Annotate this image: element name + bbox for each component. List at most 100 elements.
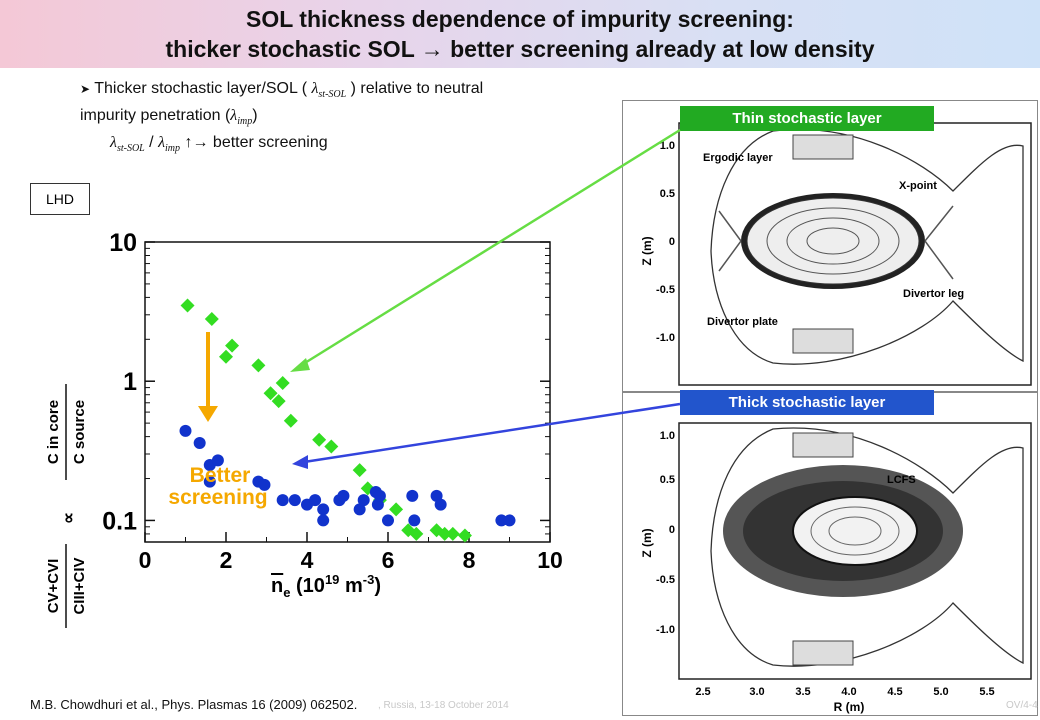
svg-text:3.5: 3.5 — [795, 686, 810, 698]
data-point-diamond — [219, 349, 233, 364]
data-point-circle — [288, 494, 301, 507]
data-point-diamond — [445, 526, 460, 541]
coil-top — [792, 134, 854, 160]
xpoint-label: X-point — [899, 180, 937, 192]
data-point-circle — [382, 514, 394, 527]
bullet-text-b: ) relative to neutral — [350, 80, 484, 97]
data-point-circle — [203, 475, 216, 488]
svg-text:5.5: 5.5 — [979, 686, 994, 698]
svg-text:0.5: 0.5 — [660, 474, 675, 486]
divertor-leg-label: Divertor leg — [903, 288, 964, 300]
thick-layer-tag: Thick stochastic layer — [680, 390, 934, 415]
data-point-circle — [353, 503, 366, 516]
x-tick-label: 10 — [537, 547, 563, 573]
svg-text:0: 0 — [669, 524, 675, 536]
lambda-imp: λimp — [230, 107, 253, 128]
thin-layer-tag: Thin stochastic layer — [680, 106, 934, 131]
data-point-diamond — [437, 526, 452, 541]
title-bar — [0, 0, 1040, 68]
coil-bottom — [792, 328, 854, 354]
ylabel-prop: ∝ — [59, 512, 78, 524]
ylabel-bot-num: CV+CVI — [45, 559, 62, 614]
data-point-diamond — [225, 338, 240, 353]
scatter-chart: 10 1 0.1 0 2 4 6 8 10 C in core C source ∝ CV+C… — [45, 229, 563, 628]
svg-text:5.0: 5.0 — [933, 686, 948, 698]
rticks: 2.5 3.0 3.5 4.0 4.5 5.0 5.5 — [695, 686, 994, 698]
divertor-plate-label: Divertor plate — [707, 316, 778, 328]
y-axis-label: C in core C source ∝ CV+CVI CIII+CIV — [45, 384, 88, 628]
lcfs-label: LCFS — [887, 474, 916, 486]
data-point-circle — [211, 454, 224, 467]
data-point-circle — [309, 494, 322, 507]
zticks-bottom: 1.0 0.5 0 -0.5 -1.0 — [656, 430, 675, 636]
data-point-diamond — [324, 439, 339, 454]
y-tick-label: 10 — [109, 229, 137, 257]
data-point-diamond — [312, 432, 327, 447]
x-axis-label: ne (1019 m-3) — [271, 572, 381, 600]
data-point-circle — [258, 478, 271, 491]
bullet-text: ➤ Thicker stochastic layer/SOL ( λst-SOL… — [80, 78, 620, 160]
ergodic-label: Ergodic layer — [703, 152, 773, 164]
data-point-circle — [373, 489, 386, 502]
bullet-text-a: Thicker stochastic layer/SOL ( — [94, 80, 312, 97]
data-point-circle — [357, 494, 370, 507]
zlabel-top: Z (m) — [640, 236, 654, 265]
x-tick-label: 8 — [463, 547, 476, 573]
thick-layer-panel: Z (m) 1.0 0.5 0 -0.5 -1.0 LCFS 2.5 3.0 3… — [622, 392, 1038, 716]
data-point-diamond — [457, 528, 472, 543]
data-point-circle — [179, 424, 192, 437]
rlabel: R (m) — [834, 700, 865, 714]
data-point-diamond — [409, 526, 424, 541]
data-point-circle — [406, 489, 419, 502]
data-point-diamond — [352, 463, 367, 478]
svg-text:-1.0: -1.0 — [656, 332, 675, 344]
svg-text:2.5: 2.5 — [695, 686, 710, 698]
data-point-circle — [434, 498, 447, 511]
data-point-diamond — [263, 386, 278, 401]
data-point-circle — [276, 494, 289, 507]
data-point-diamond — [251, 358, 266, 373]
bullet-text-c: impurity penetration ( — [80, 107, 231, 125]
svg-text:0.5: 0.5 — [660, 188, 675, 200]
svg-text:-0.5: -0.5 — [656, 284, 675, 296]
svg-text:-0.5: -0.5 — [656, 574, 675, 586]
better-label: Better — [190, 464, 251, 487]
data-point-circle — [337, 489, 350, 502]
bullet-arrow-icon: ➤ — [80, 82, 91, 96]
better-screening-arrowhead — [198, 406, 218, 422]
x-tick-label: 4 — [301, 547, 314, 573]
data-point-circle — [503, 514, 516, 527]
lhd-label: LHD — [30, 183, 90, 215]
data-point-diamond — [180, 298, 195, 313]
zticks-top: 1.0 0.5 0 -0.5 -1.0 — [656, 140, 675, 344]
data-point-diamond — [283, 413, 298, 428]
bullet-text-d: ) — [252, 107, 258, 125]
ratio-line: λst-SOL / λimp ↑→ better screening — [110, 134, 328, 155]
data-point-circle — [408, 514, 421, 527]
x-tick-label: 2 — [220, 547, 233, 573]
zlabel-bottom: Z (m) — [640, 528, 654, 557]
lambda-st-sol: λst-SOL — [311, 80, 347, 101]
thin-layer-panel: Z (m) 1.0 0.5 0 -0.5 -1.0 Ergodic layer … — [622, 100, 1038, 392]
ylabel-top-num: C in core — [45, 400, 62, 464]
data-point-diamond — [204, 311, 219, 326]
data-point-diamond — [389, 502, 404, 517]
thick-layer-plot: Z (m) 1.0 0.5 0 -0.5 -1.0 LCFS 2.5 3.0 3… — [640, 422, 1032, 714]
y-tick-label: 0.1 — [102, 507, 137, 535]
ratio-arrow-text: ↑→ better screening — [184, 134, 328, 152]
ylabel-bot-den: CIII+CIV — [71, 557, 88, 614]
reference-text: M.B. Chowdhuri et al., Phys. Plasmas 16 … — [30, 697, 358, 712]
page-title-line1: SOL thickness dependence of impurity scr… — [246, 6, 794, 32]
data-point-circle — [317, 503, 330, 516]
svg-text:1.0: 1.0 — [660, 430, 675, 442]
x-tick-label: 6 — [382, 547, 395, 573]
data-point-circle — [317, 514, 330, 527]
footer-faint-right: OV/4-4 — [1006, 700, 1038, 711]
data-point-diamond — [275, 376, 290, 391]
data-point-diamond — [271, 394, 286, 409]
thin-layer-plot: Z (m) 1.0 0.5 0 -0.5 -1.0 Ergodic layer … — [640, 122, 1032, 386]
y-tick-label: 1 — [123, 368, 137, 396]
svg-text:0: 0 — [669, 236, 675, 248]
footer-faint-mid: , Russia, 13-18 October 2014 — [378, 700, 509, 711]
svg-text:4.5: 4.5 — [887, 686, 902, 698]
